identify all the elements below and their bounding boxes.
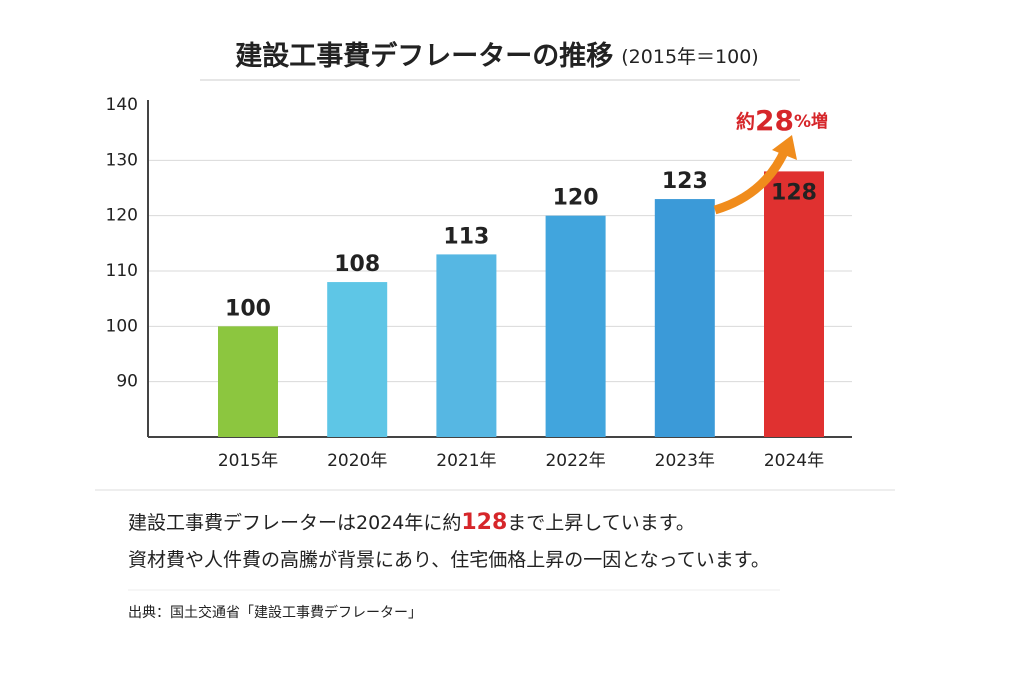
x-tick-label: 2015年 <box>218 451 278 471</box>
bar <box>764 171 824 437</box>
x-tick-label: 2023年 <box>655 451 715 471</box>
note-text: 資材費や人件費の高騰が背景にあり、住宅価格上昇の一因となっています。 <box>128 549 770 571</box>
y-tick-label: 120 <box>106 206 138 226</box>
value-label: 100 <box>225 296 271 321</box>
arrow-head <box>772 135 797 160</box>
x-tick-label: 2020年 <box>327 451 387 471</box>
y-tick-label: 90 <box>116 372 138 392</box>
bar <box>545 215 606 437</box>
annotation: 約28%増 <box>736 104 828 137</box>
chart-title: 建設工事費デフレーターの推移 (2015年＝100) <box>235 40 758 72</box>
trend-arrow <box>713 148 790 215</box>
bar <box>327 282 388 437</box>
x-tick-label: 2024年 <box>764 451 824 471</box>
value-label: 123 <box>662 169 708 194</box>
source: 出典：国土交通省「建設工事費デフレーター」 <box>128 604 422 621</box>
note-text: 建設工事費デフレーターは2024年に約 <box>128 512 461 534</box>
value-label: 120 <box>553 186 599 211</box>
note-highlight: 128 <box>461 510 507 535</box>
y-tick-label: 100 <box>106 316 138 336</box>
x-tick-label: 2021年 <box>436 451 496 471</box>
note-line: 資材費や人件費の高騰が背景にあり、住宅価格上昇の一因となっています。 <box>128 549 770 571</box>
annotation-suffix: %増 <box>794 111 828 132</box>
value-label: 128 <box>771 180 817 205</box>
y-tick-label: 110 <box>106 261 138 281</box>
note-line: 建設工事費デフレーターは2024年に約128まで上昇しています。 <box>128 510 695 535</box>
subtitle: (2015年＝100) <box>621 46 758 68</box>
y-tick-label: 140 <box>106 95 138 115</box>
annotation-number: 28 <box>755 104 794 137</box>
y-tick-label: 130 <box>106 150 138 170</box>
bar <box>436 254 497 437</box>
bar <box>654 199 715 437</box>
note-text: まで上昇しています。 <box>507 512 695 534</box>
x-tick-label: 2022年 <box>545 451 605 471</box>
annotation-prefix: 約 <box>736 110 755 133</box>
bar <box>218 326 278 437</box>
value-label: 113 <box>443 224 489 249</box>
title: 建設工事費デフレーターの推移 <box>235 40 613 72</box>
value-label: 108 <box>334 252 380 277</box>
